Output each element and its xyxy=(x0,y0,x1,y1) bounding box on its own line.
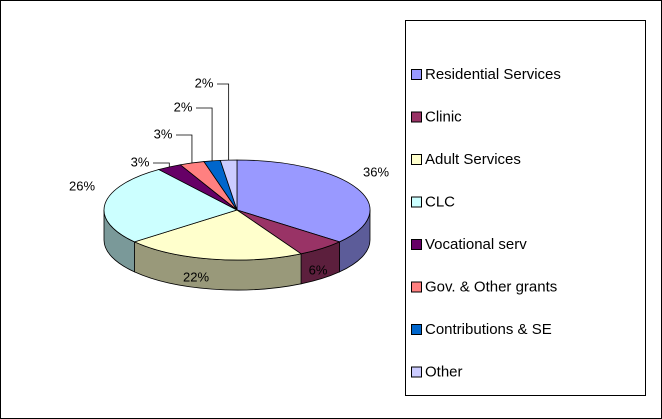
pie-slice xyxy=(103,169,239,243)
data-label: 3% xyxy=(131,154,150,169)
data-labels: 36%6%22%26%3%3%2%2% xyxy=(69,75,389,284)
legend-label: Vocational serv xyxy=(425,236,527,253)
legend-label: CLC xyxy=(425,193,455,210)
legend-label: Other xyxy=(425,363,463,380)
data-label: 3% xyxy=(154,126,173,141)
legend-swatch xyxy=(411,281,422,293)
leader-line xyxy=(217,83,230,161)
legend-label: Clinic xyxy=(425,108,462,125)
legend: Residential Services Clinic Adult Services… xyxy=(411,66,561,380)
data-label: 22% xyxy=(183,269,209,284)
legend-swatch xyxy=(411,366,422,378)
legend-label: Residential Services xyxy=(425,66,561,83)
leader-line xyxy=(153,162,170,167)
leader-line xyxy=(176,134,193,163)
legend-swatch xyxy=(411,154,422,165)
data-label: 2% xyxy=(195,75,214,90)
leader-line xyxy=(196,107,213,161)
data-label: 36% xyxy=(363,164,389,179)
data-label: 26% xyxy=(69,178,95,193)
pie-slice xyxy=(236,159,371,243)
pie-slice xyxy=(133,209,303,261)
data-label: 6% xyxy=(309,262,328,277)
legend-label: Contributions & SE xyxy=(425,321,552,338)
legend-swatch xyxy=(411,196,422,208)
legend-box xyxy=(405,20,646,396)
pie-tops xyxy=(103,159,371,261)
legend-label: Adult Services xyxy=(425,151,521,168)
legend-swatch xyxy=(411,239,422,250)
legend-swatch xyxy=(411,324,422,335)
legend-label: Gov. & Other grants xyxy=(425,278,557,295)
data-label: 2% xyxy=(174,99,193,114)
legend-swatch xyxy=(411,69,422,80)
legend-swatch xyxy=(411,111,422,123)
